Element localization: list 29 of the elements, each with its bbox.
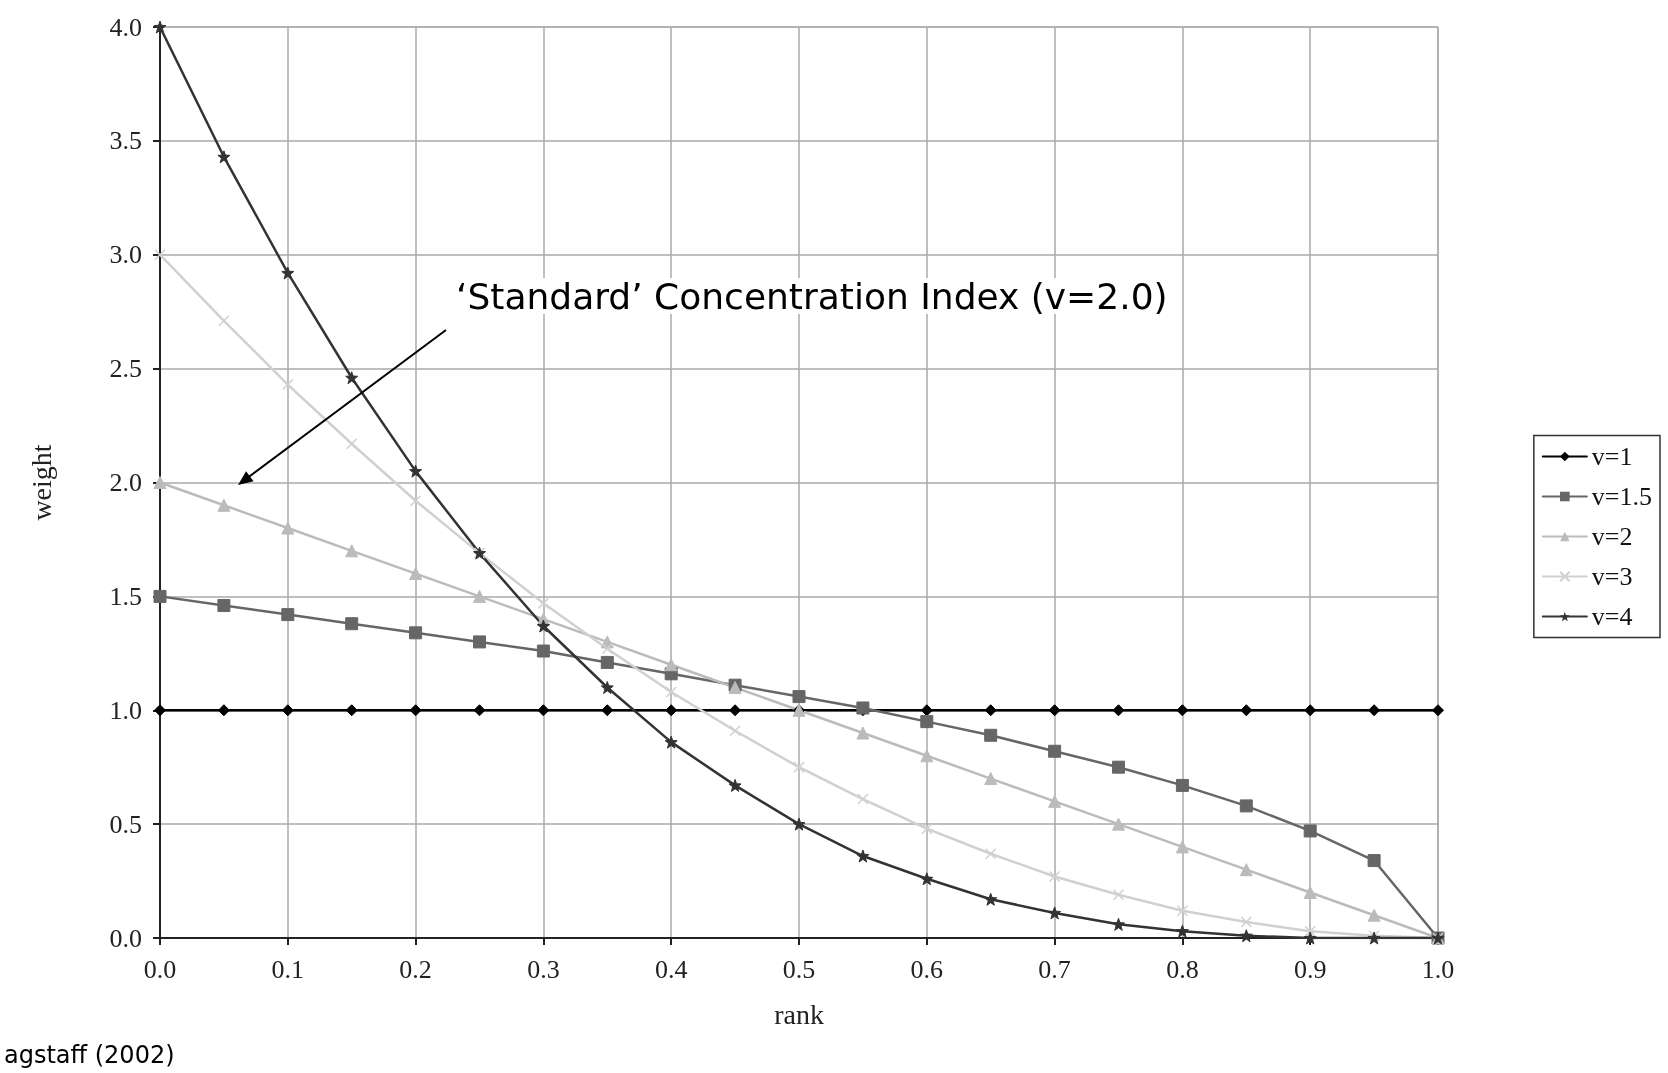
- x-tick-label: 0.9: [1293, 954, 1327, 984]
- legend-label: v=3: [1591, 562, 1633, 591]
- x-tick-label: 0.3: [527, 954, 560, 984]
- y-tick-label: 0.0: [109, 923, 142, 953]
- y-tick-label: 0.5: [109, 809, 142, 839]
- x-tick-label: 0.6: [910, 954, 944, 984]
- x-tick-label: 1.0: [1421, 954, 1455, 984]
- x-tick-label: 0.5: [782, 954, 816, 984]
- legend-label: v=4: [1591, 602, 1633, 631]
- y-tick-label: 2.0: [109, 468, 142, 497]
- y-tick-label: 1.5: [109, 581, 142, 611]
- y-axis-title: weight: [25, 444, 57, 521]
- annotation: ‘Standard’ Concentration Index (v=2.0): [456, 275, 1168, 317]
- legend-label: v=1.5: [1591, 482, 1653, 511]
- legend-label: v=1: [1591, 442, 1633, 471]
- x-tick-label: 0.8: [1166, 954, 1199, 984]
- x-axis-title: rank: [774, 998, 824, 1030]
- x-tick-label: 0.2: [399, 954, 432, 984]
- text: agstaff (2002): [4, 1041, 175, 1069]
- x-tick-label: 0.7: [1038, 954, 1071, 984]
- y-tick-label: 4.0: [109, 12, 142, 42]
- legend-label: v=2: [1591, 522, 1633, 551]
- x-tick-label: 0.1: [271, 954, 305, 984]
- x-tick-label: 0.0: [143, 954, 177, 984]
- x-tick-label: 0.4: [654, 954, 688, 984]
- y-tick-label: 3.0: [109, 240, 142, 270]
- y-tick-label: 3.5: [109, 126, 142, 156]
- y-tick-label: 1.0: [109, 695, 142, 725]
- y-tick-label: 2.5: [109, 354, 142, 384]
